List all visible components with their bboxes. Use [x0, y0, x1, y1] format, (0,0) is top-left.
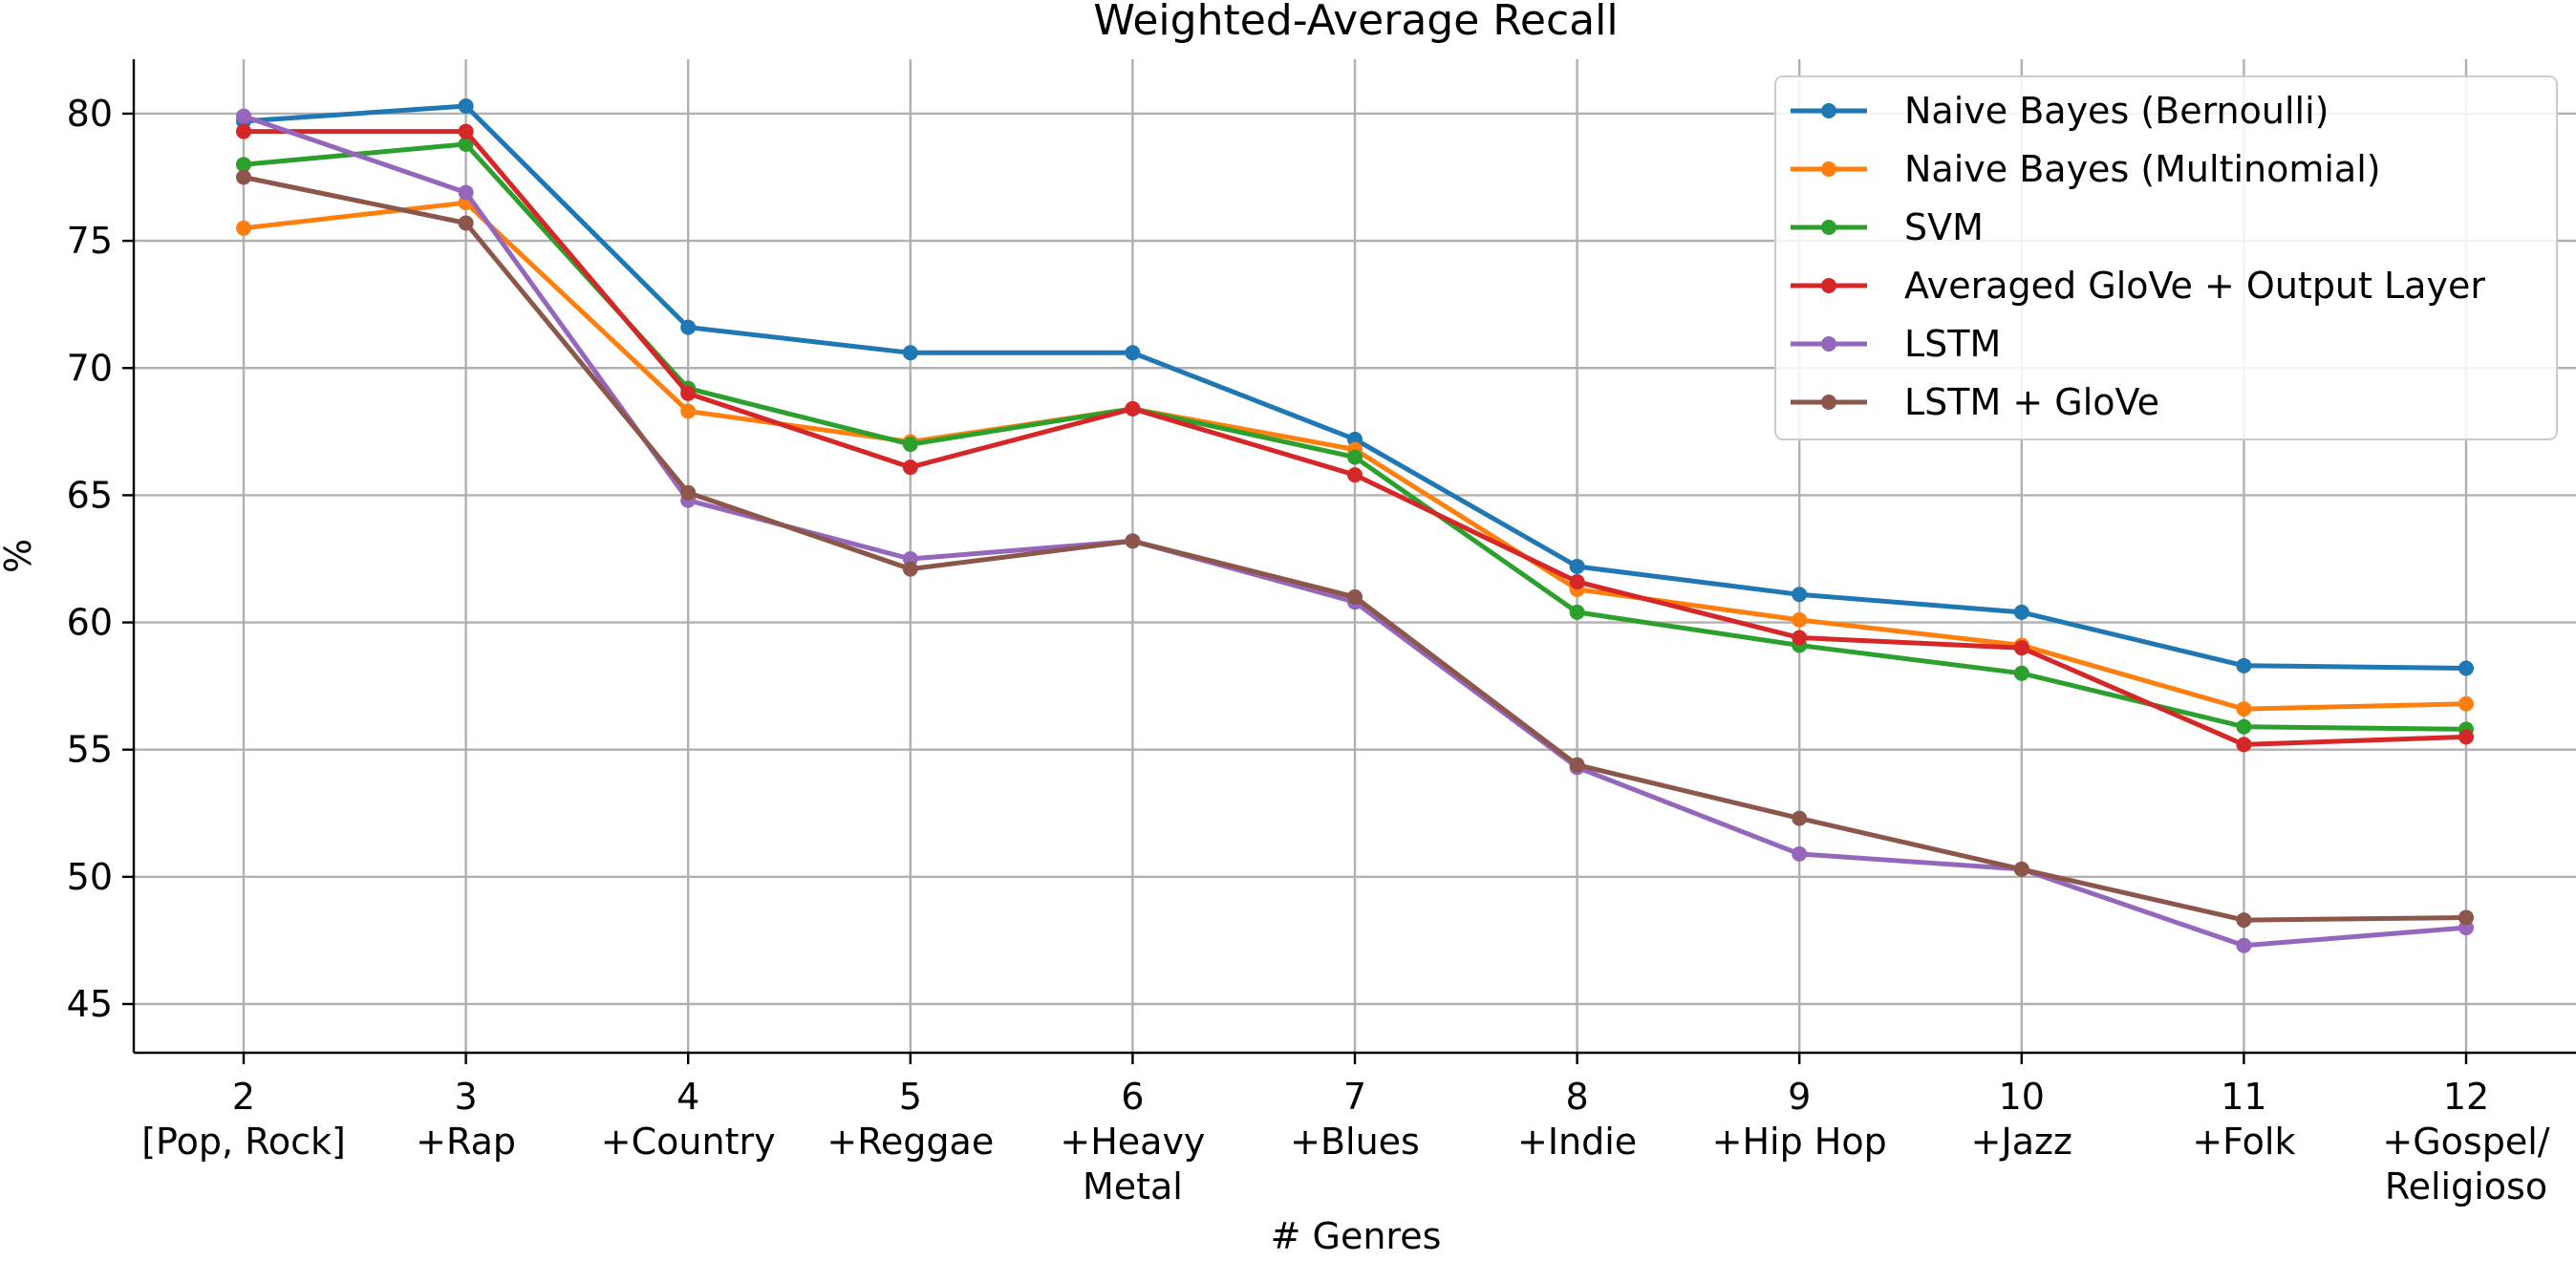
y-axis-label: % [0, 539, 39, 573]
legend-swatch-marker [1821, 395, 1836, 410]
y-ticks: 45 50 55 60 65 70 75 80 [67, 93, 134, 1025]
data-point [1792, 587, 1808, 603]
y-tick-label: 60 [67, 602, 113, 644]
x-axis-label: # Genres [1271, 1215, 1442, 1257]
data-point [2236, 701, 2252, 717]
data-point [902, 437, 918, 453]
x-tick-label: 4 +Country [601, 1076, 776, 1163]
data-point [680, 385, 697, 401]
legend-swatch-marker [1821, 161, 1836, 177]
data-point [458, 97, 474, 114]
legend-entry: SVM [1791, 206, 1984, 248]
chart-title: Weighted-Average Recall [1093, 0, 1618, 45]
data-point [236, 123, 251, 139]
data-point [1347, 449, 1363, 465]
x-tick-label: 6 +Heavy Metal [1060, 1076, 1205, 1208]
data-point [1569, 757, 1585, 773]
legend-entry: Averaged GloVe + Output Layer [1791, 265, 2485, 307]
data-point [2458, 909, 2474, 926]
data-point [1125, 400, 1141, 417]
data-point [2236, 657, 2252, 673]
data-point [236, 220, 251, 236]
legend-label: Naive Bayes (Multinomial) [1904, 148, 2381, 190]
x-ticks: 2 [Pop, Rock] 3 +Rap 4 +Country 5 +Reggae 6 +Heav… [141, 1053, 2550, 1208]
data-point [458, 123, 474, 139]
data-point [1569, 558, 1585, 574]
x-tick-label: 7 +Blues [1290, 1076, 1420, 1163]
data-point [2013, 604, 2029, 620]
series-0 [236, 97, 2474, 676]
legend-label: Averaged GloVe + Output Layer [1904, 265, 2485, 307]
series-group [236, 97, 2474, 953]
data-point [2236, 912, 2252, 929]
data-point [2013, 861, 2029, 877]
data-point [1792, 810, 1808, 826]
legend-entry: LSTM [1791, 323, 2001, 365]
data-point [2458, 729, 2474, 745]
x-tick-label: 12 +Gospel/Religioso [2382, 1076, 2549, 1208]
data-point [902, 345, 918, 361]
legend: Naive Bayes (Bernoulli) Naive Bayes (Mult… [1774, 75, 2558, 440]
x-tick-label: 11 +Folk [2192, 1076, 2295, 1163]
legend-label: SVM [1904, 206, 1984, 248]
data-point [902, 460, 918, 476]
legend-box [1774, 75, 2558, 440]
data-point [458, 215, 474, 231]
data-point [2013, 665, 2029, 681]
y-tick-label: 65 [67, 474, 113, 516]
legend-label: LSTM [1904, 323, 2001, 365]
data-point [1125, 345, 1141, 361]
series-5 [236, 169, 2474, 929]
x-tick-label: 2 [Pop, Rock] [141, 1076, 346, 1163]
data-point [1569, 573, 1585, 589]
data-point [680, 484, 697, 501]
data-point [2236, 718, 2252, 735]
x-tick-label: 10 +Jazz [1971, 1076, 2072, 1163]
data-point [458, 184, 474, 201]
data-point [2458, 695, 2474, 712]
legend-swatch-marker [1821, 278, 1836, 293]
data-point [1347, 588, 1363, 605]
data-point [1792, 630, 1808, 646]
data-point [2236, 937, 2252, 953]
y-tick-label: 50 [67, 856, 113, 898]
data-point [458, 136, 474, 152]
data-point [236, 157, 251, 173]
data-point [2458, 660, 2474, 676]
x-tick-label: 8 +Indie [1517, 1076, 1637, 1163]
data-point [2013, 640, 2029, 656]
data-point [1792, 611, 1808, 628]
legend-swatch-marker [1821, 336, 1836, 352]
legend-entry: Naive Bayes (Bernoulli) [1791, 90, 2329, 132]
data-point [1125, 533, 1141, 549]
data-point [236, 108, 251, 124]
data-point [2236, 737, 2252, 753]
data-point [1569, 604, 1585, 620]
x-tick-label: 5 +Reggae [826, 1076, 994, 1163]
legend-entry: Naive Bayes (Multinomial) [1791, 148, 2381, 190]
gridlines [134, 59, 2576, 1053]
y-tick-label: 55 [67, 729, 113, 771]
x-tick-label: 3 +Rap [416, 1076, 516, 1163]
y-tick-label: 70 [67, 347, 113, 389]
y-tick-label: 75 [67, 220, 113, 262]
data-point [680, 319, 697, 335]
data-point [680, 403, 697, 419]
legend-swatch-marker [1821, 220, 1836, 235]
y-tick-label: 80 [67, 93, 113, 135]
data-point [1792, 845, 1808, 862]
legend-label: LSTM + GloVe [1904, 381, 2159, 423]
legend-swatch-marker [1821, 103, 1836, 118]
x-tick-label: 9 +Hip Hop [1712, 1076, 1887, 1163]
legend-entry: LSTM + GloVe [1791, 381, 2159, 423]
data-point [1347, 467, 1363, 483]
y-tick-label: 45 [67, 983, 113, 1025]
series-3 [236, 123, 2474, 753]
data-point [236, 169, 251, 185]
data-point [902, 561, 918, 577]
legend-label: Naive Bayes (Bernoulli) [1904, 90, 2329, 132]
